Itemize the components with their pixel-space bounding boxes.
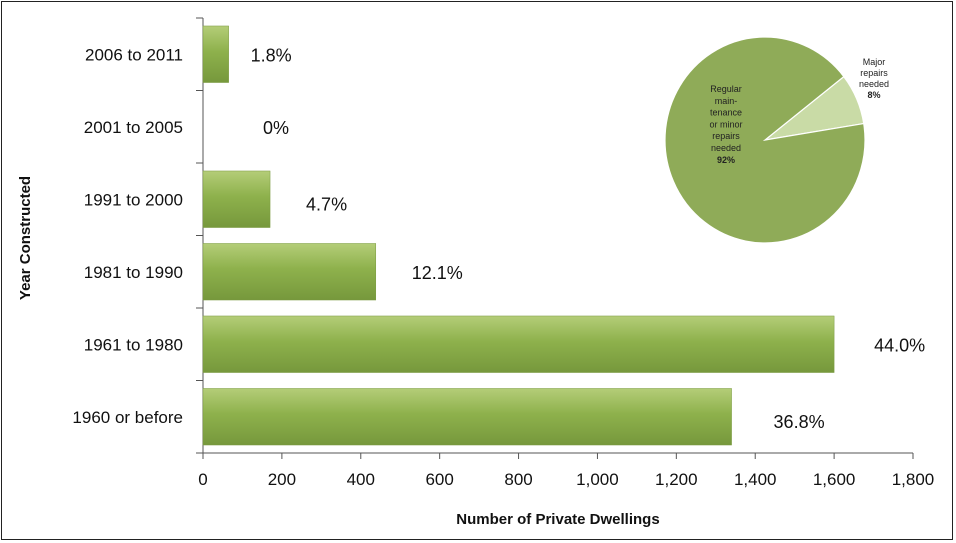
pie-label-regular: needed (711, 143, 741, 153)
y-axis-title: Year Constructed (17, 176, 34, 300)
bar (202, 388, 732, 446)
x-tick-label: 1,200 (655, 470, 698, 489)
x-tick-label: 200 (268, 470, 296, 489)
axes: 0 200 400 600 800 1,000 1,200 1,400 1,600 1,800 (196, 17, 935, 489)
bar (202, 25, 229, 83)
pie-inset: Majorrepairsneeded8%Regularmain-tenanceo… (664, 36, 889, 244)
pie-label-major: repairs (860, 68, 888, 78)
pie-label-regular: main- (715, 96, 738, 106)
category-label: 2006 to 2011 (85, 45, 183, 64)
pie-label-regular: Regular (710, 84, 742, 94)
x-tick-label: 1,400 (734, 470, 777, 489)
data-label: 12.1% (412, 263, 463, 283)
bar (202, 170, 271, 228)
pie-label-regular: 92% (717, 155, 735, 165)
x-tick-label: 1,800 (892, 470, 935, 489)
labels-group: 2006 to 2011 1.8% 2001 to 2005 0% 1991 to 20… (72, 45, 925, 432)
category-label: 1961 to 1980 (84, 335, 183, 354)
category-label: 2001 to 2005 (84, 118, 183, 137)
x-tick-label: 400 (347, 470, 375, 489)
pie-label-major: needed (859, 79, 889, 89)
pie-label-regular: or minor (709, 119, 742, 129)
pie-label-regular: repairs (712, 131, 740, 141)
x-tick-label: 600 (425, 470, 453, 489)
bars-group (202, 25, 835, 446)
data-label: 4.7% (306, 194, 347, 214)
data-label: 0% (263, 118, 289, 138)
data-label: 36.8% (774, 412, 825, 432)
category-label: 1960 or before (72, 408, 183, 427)
category-label: 1991 to 2000 (84, 190, 183, 209)
pie-slice (664, 36, 866, 244)
bar (202, 315, 835, 373)
pie-label-major: 8% (867, 90, 880, 100)
category-label: 1981 to 1990 (84, 263, 183, 282)
x-axis-title: Number of Private Dwellings (456, 511, 659, 528)
pie-label-major: Major (863, 57, 886, 67)
data-label: 1.8% (251, 45, 292, 65)
x-tick-label: 800 (504, 470, 532, 489)
bar (202, 243, 377, 301)
data-label: 44.0% (874, 335, 925, 355)
x-tick-label: 1,600 (813, 470, 856, 489)
x-tick-label: 0 (198, 470, 207, 489)
pie-label-regular: tenance (710, 108, 742, 118)
x-tick-label: 1,000 (576, 470, 619, 489)
